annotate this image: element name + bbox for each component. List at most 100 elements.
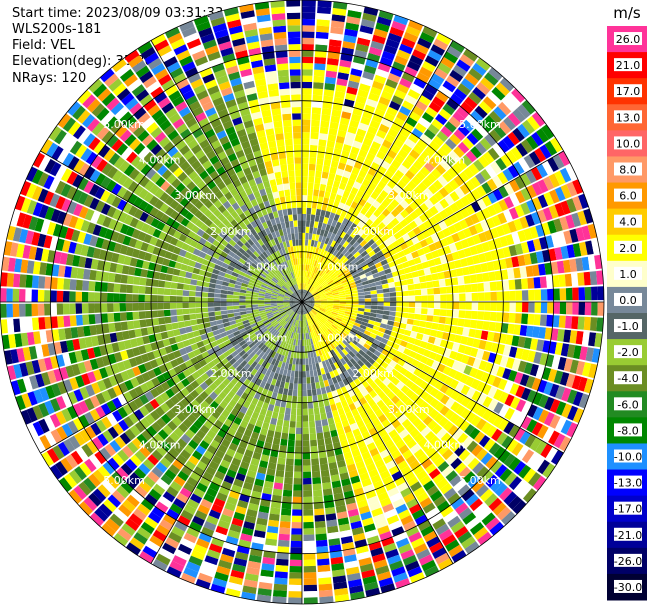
velocity-gate <box>302 440 310 447</box>
velocity-gate <box>281 502 292 510</box>
velocity-gate <box>457 344 467 354</box>
velocity-gate <box>420 314 428 321</box>
velocity-gate <box>323 286 330 291</box>
velocity-gate <box>460 207 470 219</box>
velocity-gate <box>322 340 328 347</box>
velocity-gate <box>362 318 369 323</box>
velocity-gate <box>409 265 418 272</box>
velocity-gate <box>317 564 331 573</box>
velocity-gate <box>508 207 519 220</box>
velocity-gate <box>320 303 328 305</box>
velocity-gate <box>431 424 443 435</box>
velocity-gate <box>371 507 384 517</box>
velocity-gate <box>470 213 480 225</box>
velocity-gate <box>302 56 314 64</box>
velocity-gate <box>398 228 408 237</box>
velocity-gate <box>251 304 259 308</box>
velocity-gate <box>414 307 422 314</box>
velocity-gate <box>302 377 307 384</box>
velocity-gate <box>547 220 557 234</box>
velocity-gate <box>482 151 495 164</box>
velocity-gate <box>429 387 440 398</box>
velocity-gate <box>284 471 294 478</box>
velocity-gate <box>327 51 340 60</box>
velocity-gate <box>314 316 319 322</box>
velocity-gate <box>313 189 319 197</box>
velocity-gate <box>302 258 304 265</box>
velocity-gate <box>256 439 265 448</box>
velocity-gate <box>433 412 444 424</box>
velocity-gate <box>254 392 262 400</box>
velocity-gate <box>412 144 424 155</box>
velocity-gate <box>577 210 588 226</box>
velocity-gate <box>327 238 333 246</box>
velocity-gate <box>391 270 400 277</box>
velocity-gate <box>126 284 133 294</box>
velocity-gate <box>413 432 425 444</box>
velocity-gate <box>230 569 245 579</box>
velocity-gate <box>312 94 323 102</box>
velocity-gate <box>526 389 537 403</box>
velocity-gate <box>483 311 491 321</box>
velocity-gate <box>157 310 165 318</box>
velocity-gate <box>384 409 394 419</box>
velocity-gate <box>358 169 367 179</box>
velocity-gate <box>360 18 376 29</box>
velocity-gate <box>388 315 396 321</box>
velocity-gate <box>304 283 307 290</box>
velocity-gate <box>18 303 26 317</box>
velocity-gate <box>207 292 215 298</box>
velocity-gate <box>294 459 302 466</box>
velocity-gate <box>444 409 455 420</box>
velocity-gate <box>346 502 358 511</box>
velocity-gate <box>255 472 266 481</box>
velocity-gate <box>470 378 481 390</box>
velocity-gate <box>183 277 192 285</box>
velocity-gate <box>401 261 410 269</box>
velocity-gate <box>496 432 508 445</box>
velocity-gate <box>572 408 584 424</box>
velocity-gate <box>308 312 314 318</box>
velocity-gate <box>373 276 381 282</box>
velocity-gate <box>251 397 259 406</box>
velocity-gate <box>244 515 257 524</box>
velocity-gate <box>378 327 386 333</box>
velocity-gate <box>480 262 489 273</box>
velocity-gate <box>435 264 444 273</box>
velocity-gate <box>355 460 366 470</box>
velocity-gate <box>349 172 358 181</box>
velocity-gate <box>62 291 70 302</box>
velocity-gate <box>320 317 327 323</box>
velocity-gate <box>393 14 409 26</box>
velocity-gate <box>228 575 244 586</box>
velocity-gate <box>424 199 434 209</box>
velocity-gate <box>495 157 507 171</box>
velocity-gate <box>108 272 116 283</box>
velocity-gate <box>532 238 542 251</box>
velocity-gate <box>578 193 589 209</box>
velocity-gate <box>554 186 566 202</box>
velocity-gate <box>215 284 222 290</box>
velocity-gate <box>336 135 345 144</box>
velocity-gate <box>309 151 317 158</box>
velocity-gate <box>408 350 417 359</box>
velocity-gate <box>332 308 339 312</box>
velocity-gate <box>336 388 343 396</box>
velocity-gate <box>343 286 351 291</box>
velocity-gate <box>424 161 435 173</box>
velocity-gate <box>318 310 325 315</box>
velocity-gate <box>233 557 248 567</box>
velocity-gate <box>312 483 322 491</box>
velocity-gate <box>465 204 476 216</box>
velocity-gate <box>385 481 397 492</box>
velocity-gate <box>386 391 396 400</box>
velocity-gate <box>324 331 330 338</box>
velocity-gate <box>313 293 320 297</box>
velocity-gate <box>308 300 315 302</box>
velocity-gate <box>512 108 526 123</box>
velocity-gate <box>75 314 83 326</box>
velocity-gate <box>393 572 408 583</box>
velocity-gate <box>290 553 302 560</box>
velocity-gate <box>434 67 448 80</box>
velocity-gate <box>389 26 404 37</box>
